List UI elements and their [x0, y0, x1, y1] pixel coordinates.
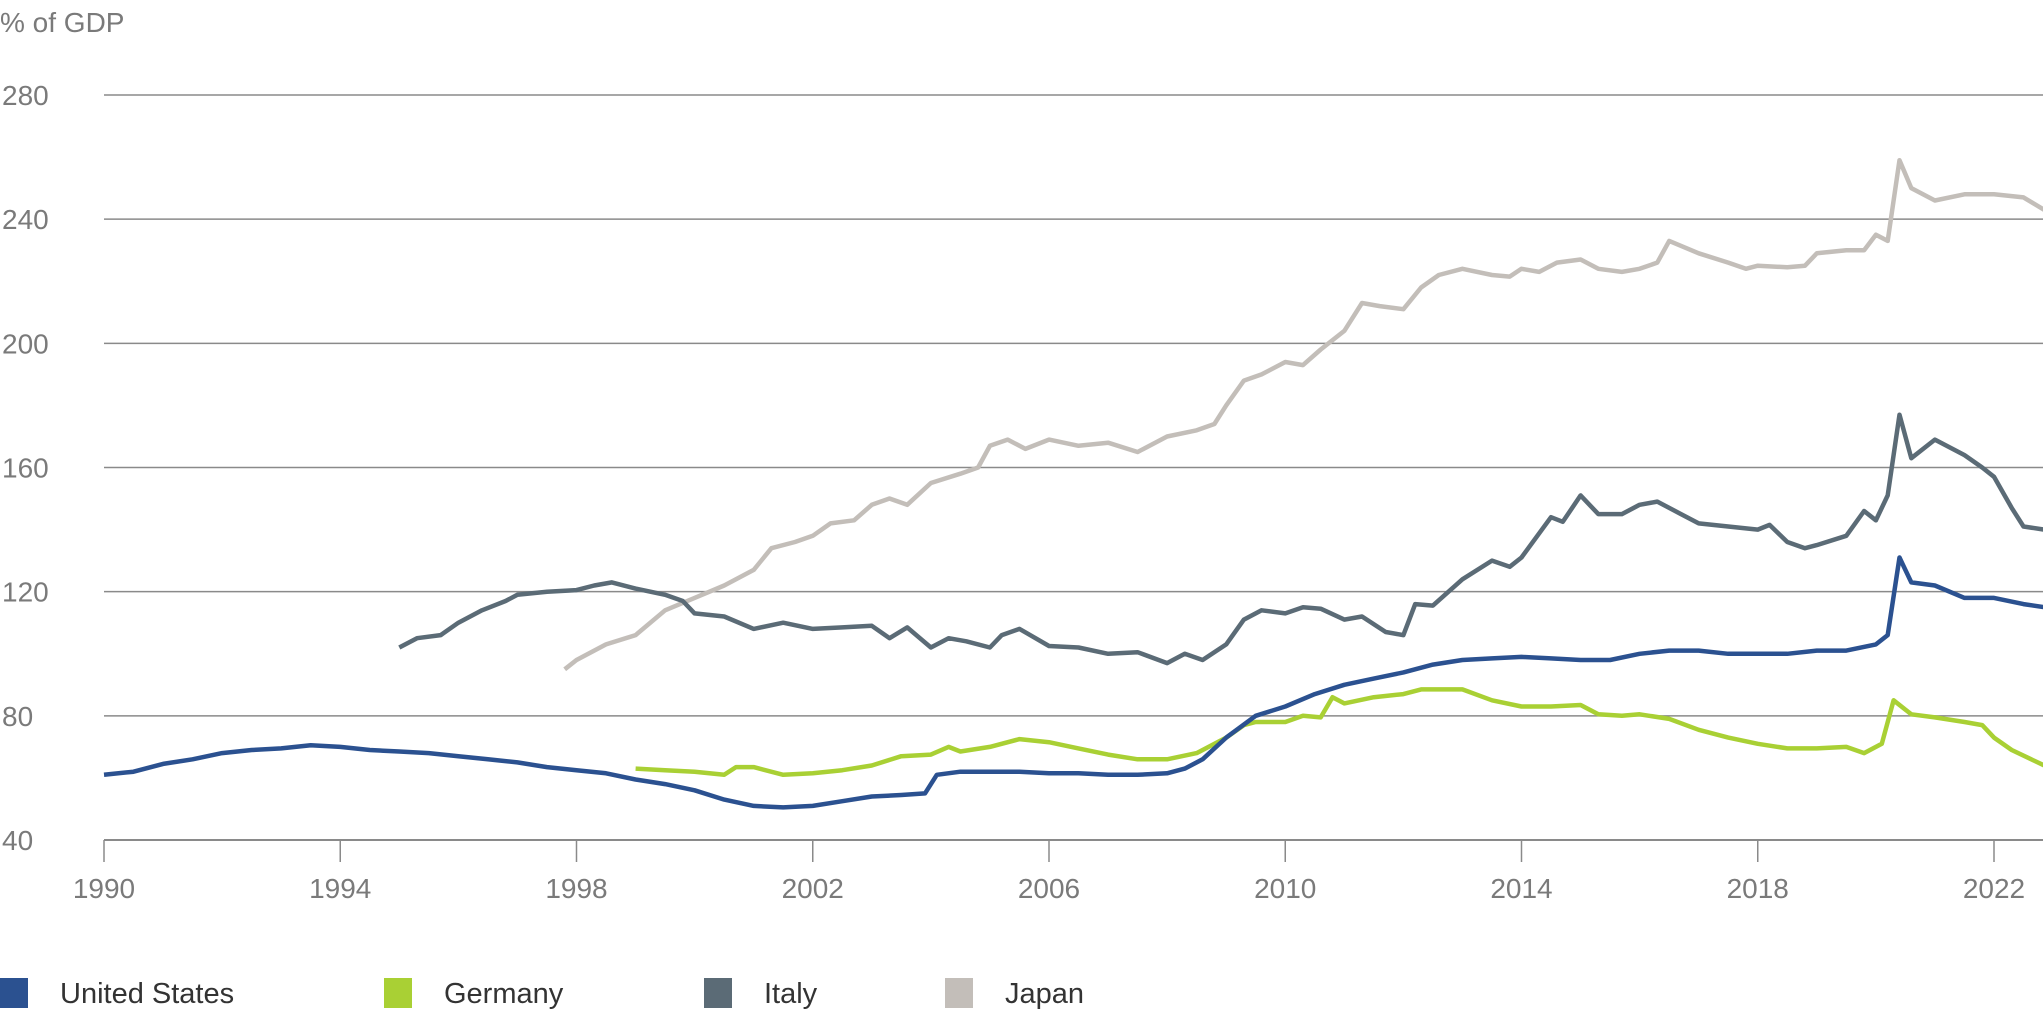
- series-line-germany: [635, 687, 2043, 778]
- series-line-italy: [398, 412, 2043, 666]
- x-axis: 1990 1994 1998 2002 2006 2010 2014 2018 2022: [73, 839, 2043, 904]
- y-tick-label: 160: [2, 453, 49, 484]
- y-tick-label: 80: [2, 701, 33, 732]
- y-tick-label: 40: [2, 825, 33, 856]
- gridlines: [104, 94, 2043, 717]
- legend-label: Japan: [1005, 978, 1084, 1010]
- legend-label: United States: [60, 978, 234, 1010]
- x-tick-label: 1994: [309, 873, 371, 904]
- x-tick-label: 2022: [1963, 873, 2025, 904]
- legend-swatch-united-states: [0, 978, 28, 1008]
- series-line-japan: [563, 157, 2043, 672]
- legend: United States Germany Italy Japan: [0, 978, 1084, 1010]
- x-tick-label: 2006: [1018, 873, 1080, 904]
- y-tick-labels: 280 240 200 160 120 80 40: [2, 80, 49, 856]
- series-lines: [103, 157, 2043, 810]
- legend-label: Germany: [444, 978, 564, 1010]
- legend-label: Italy: [764, 978, 818, 1010]
- y-tick-label: 120: [2, 577, 49, 608]
- series-line-united-states: [103, 555, 2043, 810]
- y-axis-label: % of GDP: [0, 7, 124, 38]
- x-tick-label: 2018: [1727, 873, 1789, 904]
- legend-swatch-germany: [384, 978, 412, 1008]
- y-tick-label: 200: [2, 328, 49, 359]
- x-tick-label: 2010: [1254, 873, 1316, 904]
- x-tick-label: 2002: [782, 873, 844, 904]
- legend-swatch-italy: [704, 978, 732, 1008]
- legend-swatch-japan: [945, 978, 973, 1008]
- x-tick-label: 2014: [1490, 873, 1552, 904]
- x-tick-label: 1998: [545, 873, 607, 904]
- y-tick-label: 240: [2, 204, 49, 235]
- y-tick-label: 280: [2, 80, 49, 111]
- x-tick-label: 1990: [73, 873, 135, 904]
